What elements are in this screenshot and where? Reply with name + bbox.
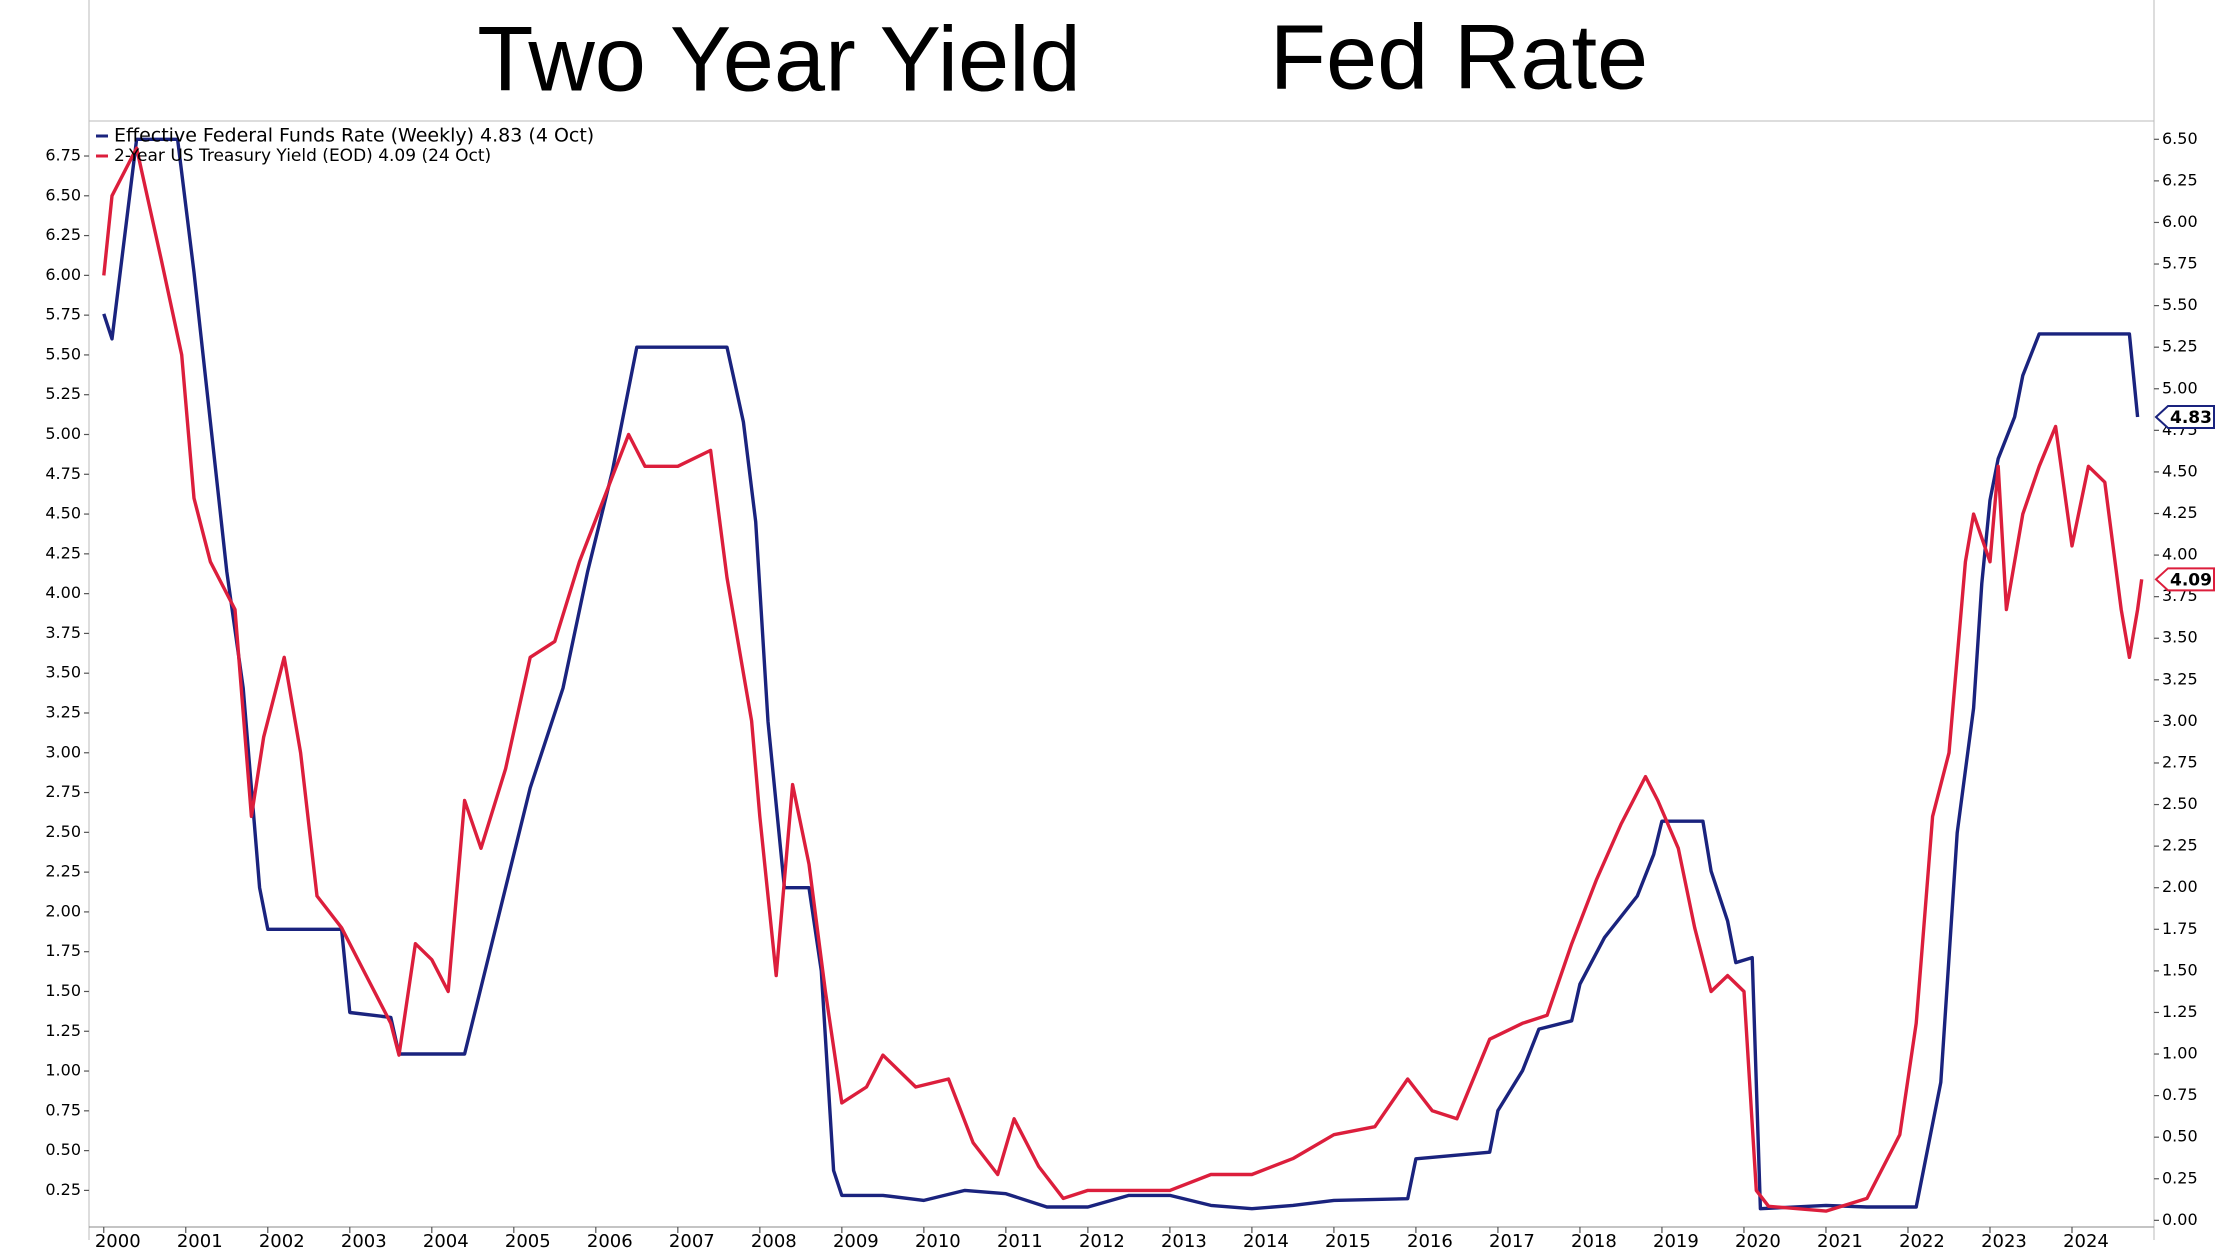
y2-tick-label: 1.75 (2162, 919, 2198, 938)
x-tick-label: 2021 (1817, 1231, 1863, 1252)
y2-tick-label: 5.75 (2162, 254, 2198, 273)
y2-tick-label: 6.00 (2162, 212, 2198, 231)
y2-tick-label: 5.50 (2162, 295, 2198, 314)
y-tick-label: 3.75 (45, 623, 81, 642)
y-tick-label: 4.50 (45, 504, 81, 523)
y-tick-label: 2.00 (45, 901, 81, 920)
y2-tick-label: 0.50 (2162, 1127, 2198, 1146)
value-tag: 4.83 (2170, 408, 2212, 428)
y2-tick-label: 4.00 (2162, 545, 2198, 564)
y-tick-label: 5.00 (45, 424, 81, 443)
x-tick-label: 2024 (2063, 1231, 2109, 1252)
y-tick-label: 4.75 (45, 464, 81, 483)
value-tag-box (2154, 567, 2215, 592)
x-tick-label: 2009 (833, 1231, 879, 1252)
y2-tick-label: 3.25 (2162, 669, 2198, 688)
chart-title: Two Year Yield (477, 8, 1081, 110)
x-tick-label: 2011 (997, 1231, 1043, 1252)
x-tick-label: 2001 (177, 1231, 223, 1252)
x-tick-label: 2014 (1243, 1231, 1289, 1252)
y-tick-label: 1.25 (45, 1021, 81, 1040)
x-tick-label: 2023 (1981, 1231, 2027, 1252)
x-tick-label: 2018 (1571, 1231, 1617, 1252)
series-line (102, 146, 2144, 1213)
x-tick-label: 2015 (1325, 1231, 1371, 1252)
x-tick-label: 2008 (751, 1231, 797, 1252)
y-tick-label: 0.25 (45, 1180, 81, 1199)
legend-label: 2-Year US Treasury Yield (EOD) 4.09 (24 … (114, 146, 491, 166)
x-tick-label: 2017 (1489, 1231, 1535, 1252)
y-tick-label: 6.75 (45, 146, 81, 165)
y2-tick-label: 4.50 (2162, 461, 2198, 480)
y-tick-label: 2.25 (45, 862, 81, 881)
y2-tick-label: 3.50 (2162, 628, 2198, 647)
y2-tick-label: 1.25 (2162, 1002, 2198, 1021)
y-tick-label: 4.25 (45, 543, 81, 562)
x-tick-label: 2004 (423, 1231, 469, 1252)
x-tick-label: 2010 (915, 1231, 961, 1252)
y2-tick-label: 2.25 (2162, 836, 2198, 855)
value-tag: 4.09 (2170, 570, 2212, 590)
y-tick-label: 3.50 (45, 663, 81, 682)
x-tick-label: 2012 (1079, 1231, 1125, 1252)
y2-tick-label: 6.50 (2162, 129, 2198, 148)
y2-tick-label: 5.00 (2162, 378, 2198, 397)
y-tick-label: 0.75 (45, 1100, 81, 1119)
y-tick-label: 0.50 (45, 1140, 81, 1159)
y2-tick-label: 2.75 (2162, 752, 2198, 771)
y2-tick-label: 4.25 (2162, 503, 2198, 522)
y-tick-label: 6.00 (45, 265, 81, 284)
y2-tick-label: 1.50 (2162, 960, 2198, 979)
x-tick-label: 2000 (95, 1231, 141, 1252)
y-tick-label: 5.25 (45, 384, 81, 403)
y2-tick-label: 1.00 (2162, 1044, 2198, 1063)
y-tick-label: 6.50 (45, 185, 81, 204)
plot-area (102, 137, 2144, 1213)
y2-tick-label: 3.00 (2162, 711, 2198, 730)
y-tick-label: 4.00 (45, 583, 81, 602)
y-tick-label: 3.00 (45, 742, 81, 761)
y2-tick-label: 5.25 (2162, 337, 2198, 356)
x-tick-label: 2003 (341, 1231, 387, 1252)
x-tick-label: 2002 (259, 1231, 305, 1252)
x-tick-label: 2019 (1653, 1231, 1699, 1252)
x-tick-label: 2005 (505, 1231, 551, 1252)
y2-tick-label: 0.75 (2162, 1085, 2198, 1104)
y-tick-label: 5.50 (45, 344, 81, 363)
value-tag-box (2154, 405, 2215, 430)
y-tick-label: 3.25 (45, 702, 81, 721)
y2-tick-label: 2.50 (2162, 794, 2198, 813)
y-tick-label: 1.50 (45, 981, 81, 1000)
y-tick-label: 6.25 (45, 225, 81, 244)
x-tick-label: 2022 (1899, 1231, 1945, 1252)
y2-tick-label: 0.25 (2162, 1168, 2198, 1187)
y2-tick-label: 0.00 (2162, 1210, 2198, 1229)
x-tick-label: 2020 (1735, 1231, 1781, 1252)
y2-tick-label: 6.25 (2162, 170, 2198, 189)
y2-tick-label: 2.00 (2162, 877, 2198, 896)
y-tick-label: 1.00 (45, 1061, 81, 1080)
y-tick-label: 5.75 (45, 305, 81, 324)
x-tick-label: 2016 (1407, 1231, 1453, 1252)
x-tick-label: 2006 (587, 1231, 633, 1252)
y-tick-label: 2.75 (45, 782, 81, 801)
legend-label: Effective Federal Funds Rate (Weekly) 4.… (114, 125, 594, 147)
x-tick-label: 2007 (669, 1231, 715, 1252)
y-tick-label: 2.50 (45, 822, 81, 841)
chart-subtitle: Fed Rate (1270, 6, 1648, 108)
x-tick-label: 2013 (1161, 1231, 1207, 1252)
y-tick-label: 1.75 (45, 941, 81, 960)
